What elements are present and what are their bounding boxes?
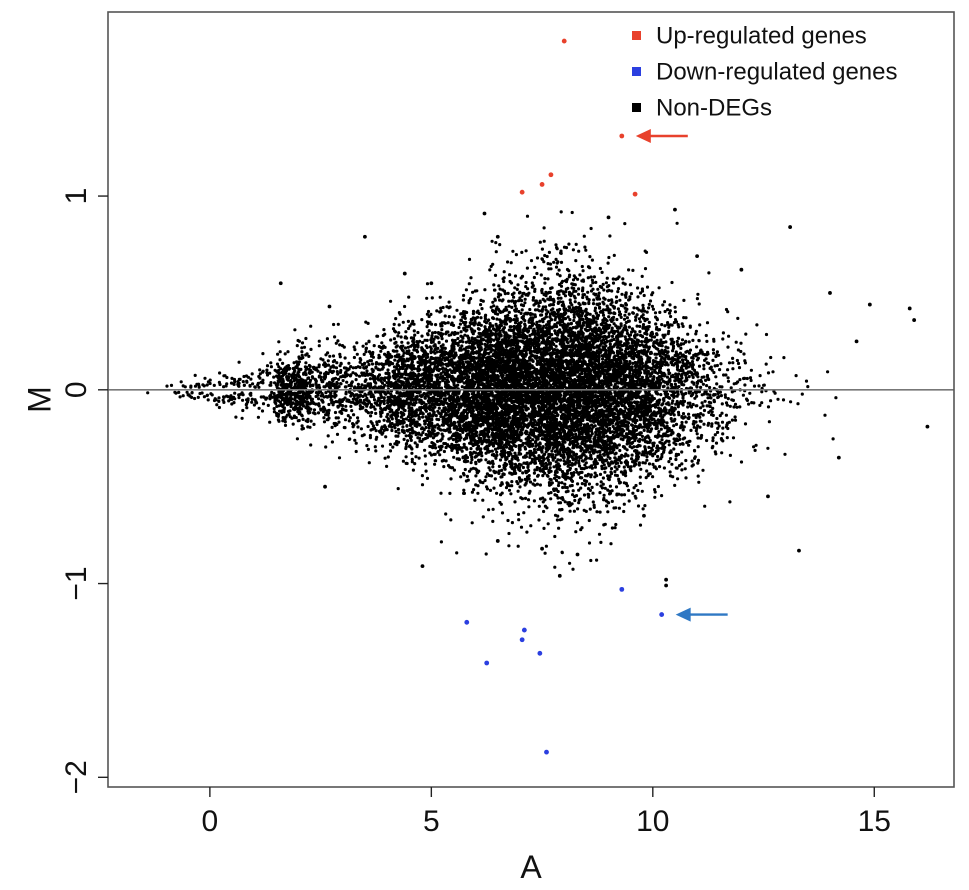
non-degs-point bbox=[429, 281, 434, 286]
non-degs-point bbox=[327, 304, 332, 309]
up-regulated-genes-point bbox=[548, 172, 554, 178]
legend-label: Non-DEGs bbox=[656, 94, 772, 121]
up-regulated-genes-point bbox=[632, 191, 638, 197]
non-degs-point bbox=[907, 306, 912, 311]
non-degs-point bbox=[695, 254, 699, 259]
non-degs-point bbox=[495, 234, 500, 239]
legend: Up-regulated genes Down-regulated genes No… bbox=[632, 22, 898, 121]
non-degs-point bbox=[278, 281, 283, 286]
y-tick-label: −1 bbox=[60, 566, 93, 600]
up-regulated-genes-point bbox=[619, 133, 625, 139]
down-regulated-genes-point bbox=[464, 619, 470, 625]
non-deg-points bbox=[278, 207, 930, 588]
down-regulated-genes-point bbox=[659, 612, 665, 617]
x-tick-label: 5 bbox=[423, 805, 440, 838]
x-axis: 0 5 10 15 bbox=[202, 787, 891, 838]
y-axis-title: M bbox=[21, 386, 57, 413]
non-degs-point bbox=[673, 207, 677, 212]
non-degs-point bbox=[575, 552, 580, 557]
non-degs-point bbox=[867, 302, 872, 307]
x-tick-label: 0 bbox=[202, 805, 219, 838]
non-degs-point bbox=[797, 548, 801, 553]
non-degs-point bbox=[766, 494, 770, 499]
y-tick-label: 1 bbox=[60, 188, 93, 205]
legend-swatch bbox=[632, 103, 641, 112]
down-regulated-genes-point bbox=[544, 749, 549, 755]
annotation-arrow bbox=[675, 607, 728, 622]
non-degs-point bbox=[402, 271, 407, 276]
plot-frame bbox=[107, 11, 955, 788]
up-regulated-genes-point bbox=[561, 38, 567, 44]
legend-label: Down-regulated genes bbox=[656, 58, 898, 85]
y-tick-label: 0 bbox=[60, 381, 93, 398]
non-degs-point bbox=[482, 211, 487, 216]
non-degs-point bbox=[664, 583, 668, 588]
y-tick-label: −2 bbox=[60, 760, 93, 794]
non-degs-point bbox=[323, 484, 327, 489]
non-degs-point bbox=[664, 577, 668, 582]
legend-label: Up-regulated genes bbox=[656, 22, 867, 49]
non-degs-point bbox=[912, 318, 917, 322]
legend-swatch bbox=[632, 31, 641, 40]
annotation-arrow bbox=[635, 129, 688, 143]
deg-points bbox=[464, 38, 665, 755]
non-degs-point bbox=[828, 291, 832, 295]
non-degs-point bbox=[420, 564, 425, 569]
non-degs-point bbox=[557, 573, 562, 578]
non-degs-point bbox=[925, 424, 930, 429]
non-degs-point bbox=[788, 225, 793, 229]
down-regulated-genes-point bbox=[619, 586, 625, 592]
non-degs-point bbox=[739, 267, 744, 272]
non-degs-point bbox=[363, 234, 367, 239]
up-regulated-genes-point bbox=[539, 182, 545, 187]
non-degs-point bbox=[495, 539, 500, 543]
x-axis-title: A bbox=[520, 849, 542, 885]
annotation-arrows bbox=[635, 129, 728, 622]
non-degs-point bbox=[540, 546, 544, 551]
legend-swatch bbox=[632, 67, 641, 76]
down-regulated-genes-point bbox=[484, 660, 490, 666]
non-degs-point bbox=[836, 455, 841, 460]
down-regulated-genes-point bbox=[519, 637, 525, 643]
up-regulated-genes-point bbox=[519, 189, 525, 195]
x-tick-label: 15 bbox=[858, 805, 891, 838]
non-degs-point bbox=[642, 513, 646, 518]
non-degs-point bbox=[854, 339, 859, 344]
non-degs-point bbox=[606, 215, 611, 220]
down-regulated-genes-point bbox=[521, 627, 527, 633]
x-tick-label: 10 bbox=[636, 805, 669, 838]
y-axis: −2 −1 0 1 bbox=[60, 188, 108, 794]
down-regulated-genes-point bbox=[537, 650, 543, 656]
